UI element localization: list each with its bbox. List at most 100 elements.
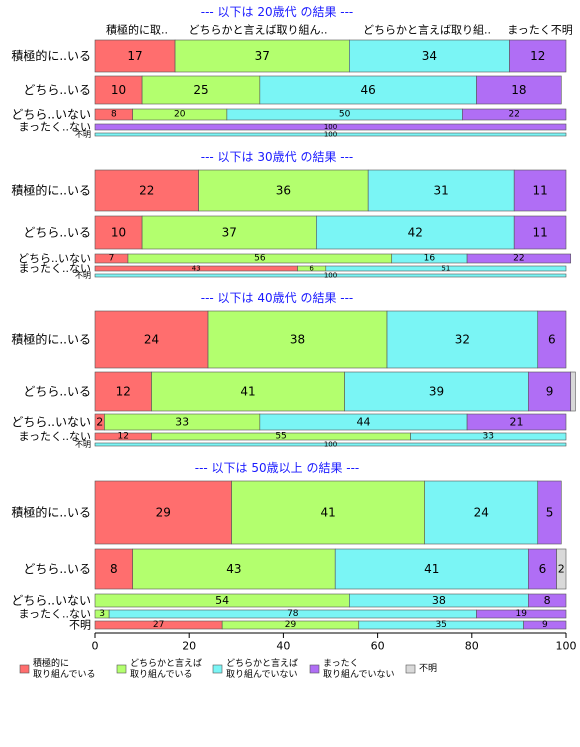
data-label-2-4-2: 6 [309, 265, 314, 273]
data-label-4-1-4: 5 [546, 506, 554, 520]
data-label-2-2-3: 42 [408, 226, 423, 240]
row-label-2-3: どちら..いない [18, 252, 91, 265]
data-label-3-2-4: 9 [546, 385, 554, 399]
data-label-2-2-4: 11 [532, 226, 547, 240]
column-header-4: まったく不明 [507, 24, 573, 37]
legend-label-2-line2: 取り組んでいる [130, 668, 193, 680]
bar-segment-3-2-3 [344, 371, 529, 412]
data-label-1-2-4: 18 [511, 83, 526, 97]
data-label-4-4-2: 3 [99, 609, 105, 619]
bar-segment-1-1-3 [349, 39, 510, 73]
data-label-2-2-1: 10 [111, 226, 126, 240]
data-label-4-2-2: 43 [226, 562, 241, 576]
data-label-2-4-1: 43 [192, 265, 201, 273]
x-tick-label-6: 100 [556, 640, 577, 653]
row-label-3-1: 積極的に..いる [11, 332, 91, 347]
bar-segment-1-1-4 [509, 39, 567, 73]
bar-segment-2-1-4 [513, 169, 567, 212]
data-label-2-3-2: 56 [254, 254, 266, 264]
data-label-4-1-2: 41 [321, 506, 336, 520]
bar-segment-4-1-4 [537, 480, 562, 545]
bar-segment-1-2-1 [94, 75, 143, 105]
row-label-2-1: 積極的に..いる [11, 183, 91, 198]
legend-swatch-4 [309, 664, 320, 674]
data-label-2-1-1: 22 [139, 184, 154, 198]
data-label-1-2-3: 46 [361, 83, 376, 97]
panel-title-4: --- 以下は 50歳以上 の結果 --- [195, 461, 360, 475]
data-label-1-1-2: 37 [255, 49, 270, 63]
data-label-4-2-5: 2 [558, 563, 565, 576]
legend-swatch-2 [116, 664, 127, 674]
data-label-4-4-3: 78 [287, 609, 299, 619]
legend-label-1-line1: 積極的に [33, 657, 69, 669]
data-label-1-3-2: 20 [174, 110, 186, 120]
bar-segment-1-2-3 [259, 75, 477, 105]
row-label-4-2: どちら..いる [23, 562, 91, 576]
data-label-3-1-4: 6 [548, 333, 556, 347]
bar-segment-2-4-3 [325, 265, 567, 272]
bar-segment-1-4-4 [94, 123, 567, 131]
bar-segment-4-2-1 [94, 548, 133, 590]
bar-segment-3-3-4 [466, 413, 567, 431]
bar-segment-1-3-4 [462, 108, 567, 121]
data-label-4-3-3: 38 [432, 594, 446, 607]
bar-segment-3-2-5 [570, 371, 576, 412]
data-label-1-5-3: 100 [324, 131, 337, 139]
row-label-3-5: 不明 [75, 440, 91, 449]
bar-segment-2-1-1 [94, 169, 199, 212]
panel-title-3: --- 以下は 40歳代 の結果 --- [201, 291, 354, 305]
data-label-4-5-4: 9 [542, 620, 548, 630]
legend-label-1-line2: 取り組んでいる [33, 668, 96, 680]
row-label-2-2: どちら..いる [23, 226, 91, 240]
bar-segment-1-5-3 [94, 132, 567, 137]
data-label-1-3-4: 22 [508, 110, 519, 120]
bar-segment-4-1-3 [424, 480, 539, 545]
data-label-4-2-3: 41 [424, 562, 439, 576]
data-label-1-3-1: 8 [111, 110, 117, 120]
bar-segment-2-1-3 [367, 169, 515, 212]
row-label-3-3: どちら..いない [11, 415, 91, 429]
column-header-2: どちらかと言えば取り組ん.. [189, 24, 328, 37]
bar-segment-2-3-4 [466, 253, 572, 264]
data-label-4-2-4: 6 [539, 562, 547, 576]
data-label-3-2-1: 12 [116, 385, 131, 399]
bar-segment-1-1-1 [94, 39, 176, 73]
data-label-3-4-3: 33 [483, 432, 494, 442]
data-label-3-2-3: 39 [429, 385, 444, 399]
data-label-2-1-3: 31 [434, 184, 449, 198]
data-label-3-2-2: 41 [240, 385, 255, 399]
data-label-2-2-2: 37 [222, 226, 237, 240]
legend-label-3-line1: どちらかと言えば [226, 657, 298, 669]
data-label-3-3-1: 2 [96, 416, 103, 429]
bar-segment-4-5-4 [523, 620, 567, 630]
data-label-4-3-4: 8 [544, 594, 551, 607]
legend-label-5: 不明 [419, 663, 437, 674]
data-label-3-3-4: 21 [510, 416, 524, 429]
data-label-3-1-2: 38 [290, 333, 305, 347]
legend-label-4-line1: まったく [323, 658, 359, 669]
data-label-4-2-1: 8 [110, 562, 118, 576]
data-label-3-4-2: 55 [275, 432, 286, 442]
bar-segment-4-4-4 [476, 609, 567, 619]
legend-label-4-line2: 取り組んでいない [323, 668, 395, 680]
data-label-2-4-3: 51 [441, 265, 450, 273]
bar-segment-3-4-3 [410, 432, 567, 441]
data-label-1-1-1: 17 [127, 49, 142, 63]
bar-segment-3-1-4 [537, 310, 567, 369]
bar-segment-4-1-1 [94, 480, 232, 545]
bar-segment-4-1-2 [231, 480, 425, 545]
legend-swatch-1 [19, 664, 30, 674]
row-label-1-1: 積極的に..いる [11, 48, 91, 63]
row-label-4-4: まったく..ない [18, 608, 91, 621]
bar-segment-4-2-5 [556, 548, 567, 590]
data-label-4-5-2: 29 [285, 620, 297, 630]
bar-segment-1-2-2 [141, 75, 261, 105]
bar-segment-3-2-1 [94, 371, 152, 412]
data-label-1-3-3: 50 [339, 110, 351, 120]
x-tick-label-3: 40 [276, 640, 290, 653]
row-label-1-3: どちら..いない [11, 108, 91, 122]
panel-title-1: --- 以下は 20歳代 の結果 --- [201, 5, 354, 19]
data-label-4-5-3: 35 [435, 620, 446, 630]
data-label-2-5-3: 100 [324, 272, 337, 280]
data-label-3-3-3: 44 [356, 416, 370, 429]
